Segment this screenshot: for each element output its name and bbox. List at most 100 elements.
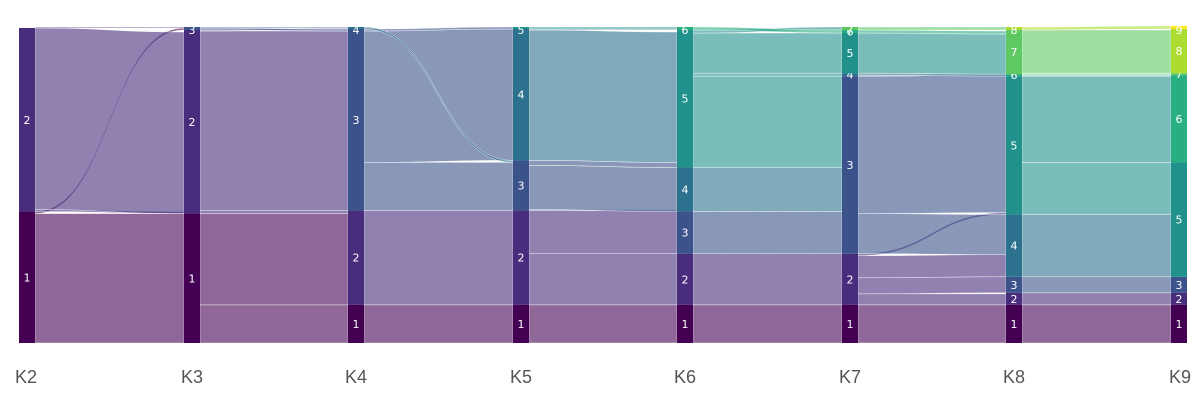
link-K3-2-to-K4-3 [199,30,349,211]
node-label-K7-7: 7 [847,24,854,37]
node-label-K9-6: 6 [1176,113,1183,126]
node-label-K9-8: 8 [1176,45,1183,58]
stage-label-K7: K7 [839,367,861,387]
link-K8-5-to-K9-6 [1021,75,1172,163]
node-label-K9-9: 9 [1176,24,1183,37]
link-K5-4-to-K6-5 [528,29,678,163]
link-K6-5-to-K7-3 [692,75,843,168]
node-label-K6-5: 5 [682,93,689,106]
link-K5-5-to-K6-6 [528,26,678,30]
stage-labels: K2 K3 K4 K5 K6 K7 K8 K9 [15,367,1191,387]
node-label-K8-5: 5 [1011,139,1018,152]
node-K5-3[interactable] [513,160,529,211]
node-K2-1[interactable] [19,211,35,343]
node-label-K3-2: 2 [189,116,196,129]
node-K9-1[interactable] [1171,304,1187,343]
node-label-K4-3: 3 [353,114,360,127]
link-K7-1-to-K8-1 [857,304,1007,344]
link-K7-7-to-K8-8 [857,26,1007,31]
link-K5-2-to-K6-2 [528,253,678,306]
node-K8-8[interactable] [1006,26,1022,31]
node-label-K4-2: 2 [353,252,360,265]
node-label-K9-3: 3 [1176,279,1183,292]
node-K5-1[interactable] [513,304,529,343]
node-K7-1[interactable] [842,304,858,343]
link-K4-3-to-K5-3 [363,162,514,211]
node-K7-4[interactable] [842,73,858,77]
node-label-K8-8: 8 [1011,24,1018,37]
node-K6-3[interactable] [677,211,693,254]
node-K4-4[interactable] [348,26,364,30]
link-K6-3-to-K7-3 [692,211,843,254]
node-label-K8-3: 3 [1011,279,1018,292]
node-K7-5[interactable] [842,33,858,74]
node-K5-4[interactable] [513,29,529,161]
node-K5-5[interactable] [513,26,529,30]
link-K7-2-to-K8-2 [857,293,1007,306]
node-K8-2[interactable] [1006,292,1022,305]
link-K6-1-to-K7-1 [692,304,843,344]
node-K8-4[interactable] [1006,214,1022,277]
link-K2-1-to-K3-1 [34,213,185,344]
node-label-K6-1: 1 [682,318,689,331]
node-label-K2-1: 1 [24,271,31,284]
link-K7-3-to-K8-5 [857,74,1007,214]
node-K6-4[interactable] [677,167,693,212]
node-K2-2[interactable] [19,28,35,212]
node-K8-5[interactable] [1006,76,1022,215]
link-K7-2-to-K8-3 [857,276,1007,295]
node-label-K5-1: 1 [518,318,525,331]
node-label-K7-2: 2 [847,273,854,286]
node-K7-7[interactable] [842,26,858,31]
node-label-K3-1: 1 [189,272,196,285]
node-K3-3[interactable] [184,26,200,31]
node-K8-7[interactable] [1006,30,1022,75]
node-label-K8-4: 4 [1011,240,1018,253]
links [34,25,1172,344]
link-K6-2-to-K7-2 [692,253,843,306]
node-label-K8-7: 7 [1011,46,1018,59]
node-label-K5-2: 2 [518,252,525,265]
node-K9-8[interactable] [1171,29,1187,74]
node-K6-2[interactable] [677,253,693,305]
node-K9-2[interactable] [1171,292,1187,305]
link-K3-3-to-K4-4 [199,26,349,29]
node-K7-6[interactable] [842,30,858,34]
link-K5-2-to-K6-3 [528,210,678,254]
node-label-K6-2: 2 [682,273,689,286]
link-K7-5-to-K8-7 [857,32,1007,75]
node-K3-2[interactable] [184,30,200,214]
node-label-K6-3: 3 [682,227,689,240]
node-K8-3[interactable] [1006,276,1022,293]
node-label-K8-2: 2 [1011,293,1018,306]
node-label-K8-1: 1 [1011,318,1018,331]
node-label-K8-6: 6 [1011,69,1018,82]
link-K2-2-to-K3-3 [34,26,185,29]
node-K9-7[interactable] [1171,73,1187,76]
node-K7-3[interactable] [842,76,858,254]
node-K9-3[interactable] [1171,276,1187,293]
node-K9-9[interactable] [1171,25,1187,30]
node-K5-2[interactable] [513,210,529,305]
node-label-K5-4: 4 [518,89,525,102]
node-K8-6[interactable] [1006,74,1022,77]
nodes: 1212312341234512345612345671234567812356… [19,24,1187,343]
link-K8-4-to-K9-5 [1021,214,1172,277]
node-K6-1[interactable] [677,304,693,343]
node-K8-1[interactable] [1006,304,1022,343]
node-K6-5[interactable] [677,30,693,168]
node-label-K7-4: 4 [847,69,854,82]
node-K4-2[interactable] [348,210,364,305]
node-label-K4-4: 4 [353,24,360,37]
node-K9-5[interactable] [1171,162,1187,277]
node-label-K2-2: 2 [24,114,31,127]
link-K3-2-to-K4-2 [199,210,349,214]
node-K6-6[interactable] [677,26,693,31]
node-K7-2[interactable] [842,253,858,305]
node-K4-3[interactable] [348,29,364,211]
node-label-K5-3: 3 [518,180,525,193]
node-K9-6[interactable] [1171,75,1187,163]
node-K4-1[interactable] [348,304,364,343]
node-K3-1[interactable] [184,213,200,343]
